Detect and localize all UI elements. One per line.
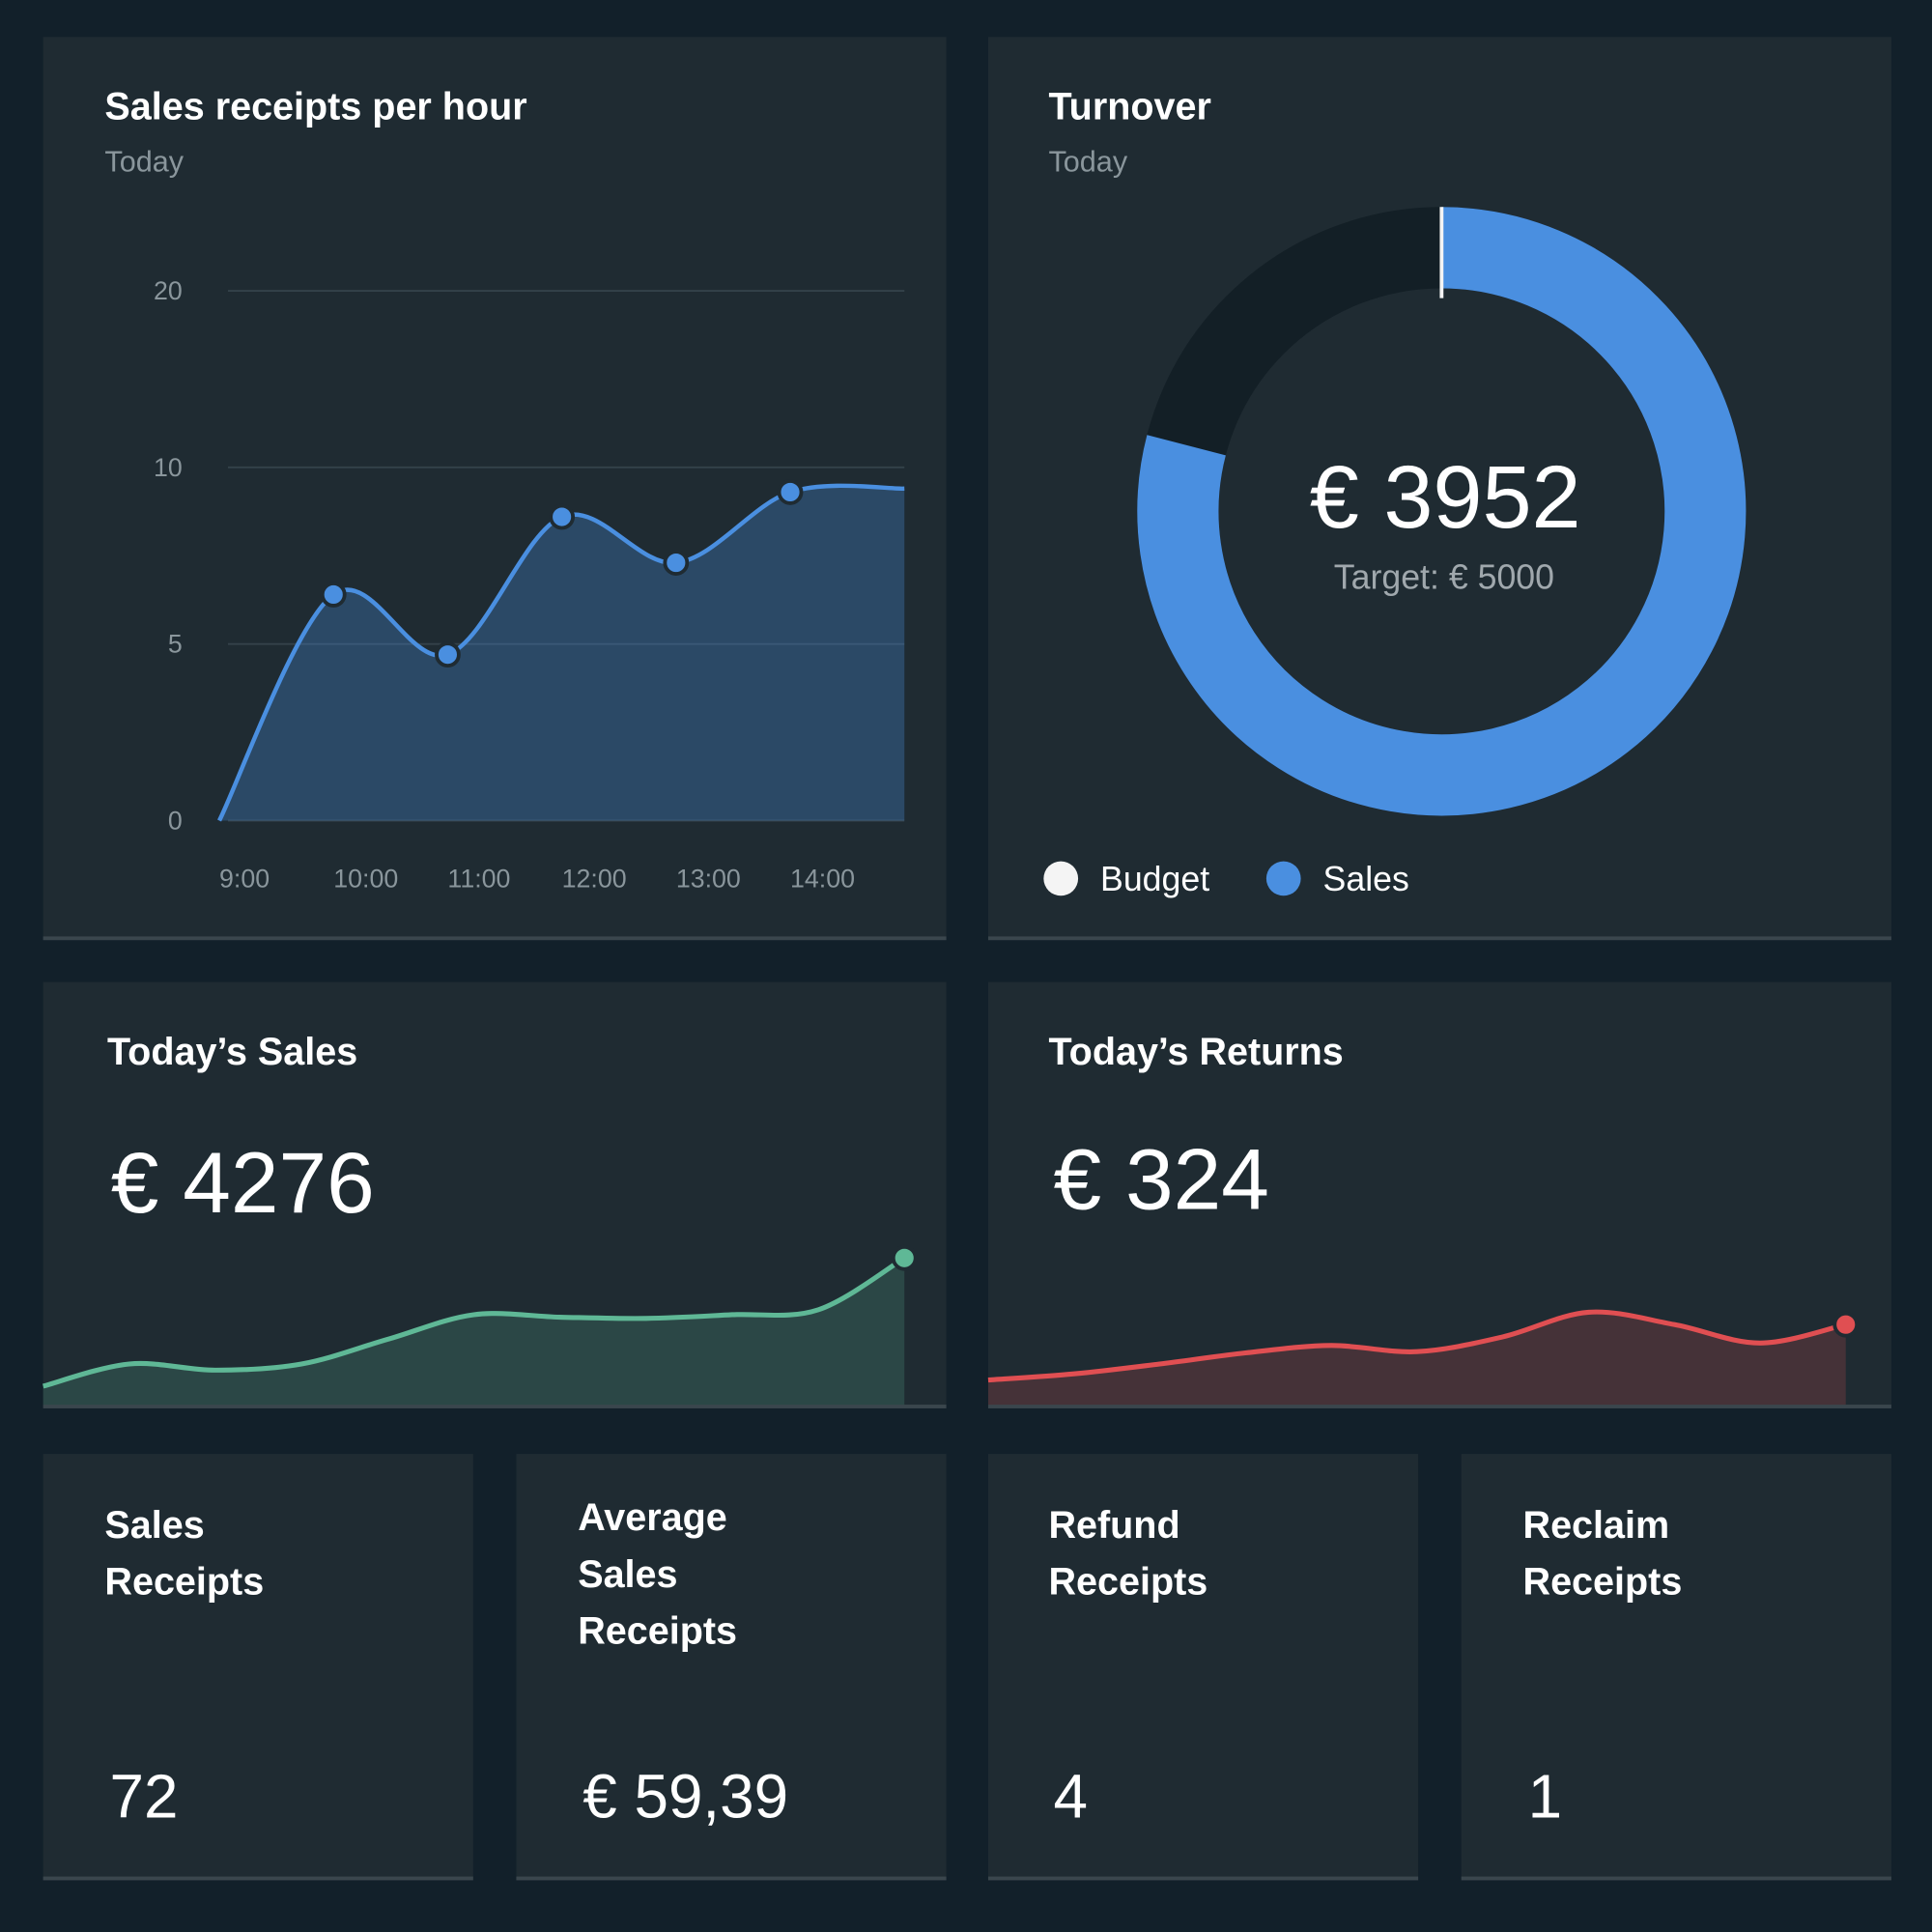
card-border <box>987 1876 1419 1881</box>
x-tick-label: 12:00 <box>562 864 627 893</box>
donut-target: Target: € 5000 <box>1334 558 1554 597</box>
tile-value: 4 <box>1054 1761 1088 1831</box>
card-title: Sales receipts per hour <box>104 86 526 128</box>
tile-title: Reclaim <box>1523 1504 1670 1547</box>
tile-title: Sales <box>578 1553 677 1596</box>
card-border <box>987 1405 1891 1408</box>
y-tick-label: 0 <box>168 806 183 835</box>
x-tick-label: 13:00 <box>676 864 741 893</box>
card <box>987 1454 1419 1881</box>
point <box>777 479 804 505</box>
x-tick-label: 14:00 <box>790 864 855 893</box>
card-title: Turnover <box>1048 86 1210 128</box>
card-border <box>516 1876 947 1881</box>
tile-title: Receipts <box>104 1561 264 1604</box>
x-tick-label: 9:00 <box>219 864 270 893</box>
legend-swatch <box>1043 861 1079 896</box>
tile-title: Receipts <box>1048 1561 1208 1604</box>
y-tick-label: 5 <box>168 630 183 659</box>
card <box>987 981 1891 1408</box>
card <box>43 981 947 1408</box>
card-title: Today’s Sales <box>107 1031 357 1073</box>
area <box>43 1258 905 1406</box>
card-border <box>43 936 947 941</box>
point <box>663 550 690 576</box>
donut-segment <box>1137 207 1747 816</box>
card-border <box>43 1876 473 1881</box>
tile-title: Average <box>578 1496 727 1539</box>
card-subtitle: Today <box>104 145 184 178</box>
card-border <box>987 936 1891 941</box>
tile-title: Receipts <box>1523 1561 1683 1604</box>
tile-value: 72 <box>110 1761 179 1831</box>
end-point <box>1833 1311 1860 1338</box>
x-tick-label: 11:00 <box>447 864 510 893</box>
area <box>987 1312 1846 1406</box>
legend-label: Budget <box>1100 860 1209 898</box>
headline-value: € 324 <box>1054 1130 1269 1227</box>
donut-center-value: € 3952 <box>1310 448 1581 547</box>
card-title: Today’s Returns <box>1048 1031 1343 1073</box>
point <box>435 641 461 668</box>
card-border <box>1461 1876 1891 1881</box>
point <box>320 582 347 608</box>
x-tick-label: 10:00 <box>333 864 398 893</box>
tile-title: Refund <box>1048 1504 1179 1547</box>
card <box>516 1454 947 1881</box>
y-tick-label: 20 <box>154 276 183 305</box>
card-border <box>43 1405 947 1408</box>
tile-value: € 59,39 <box>582 1761 788 1831</box>
line <box>987 1309 1847 1383</box>
card <box>43 1454 473 1881</box>
point <box>549 503 576 530</box>
end-point <box>891 1244 918 1271</box>
headline-value: € 4276 <box>111 1134 375 1231</box>
card <box>1461 1454 1891 1881</box>
area <box>219 485 905 821</box>
tile-title: Receipts <box>578 1610 737 1653</box>
legend-label: Sales <box>1323 860 1409 898</box>
legend-swatch <box>1265 861 1301 896</box>
tile-title: Sales <box>104 1504 204 1547</box>
line <box>42 1256 906 1389</box>
card-subtitle: Today <box>1048 145 1127 178</box>
tile-value: 1 <box>1528 1761 1562 1831</box>
y-tick-label: 10 <box>154 453 183 482</box>
